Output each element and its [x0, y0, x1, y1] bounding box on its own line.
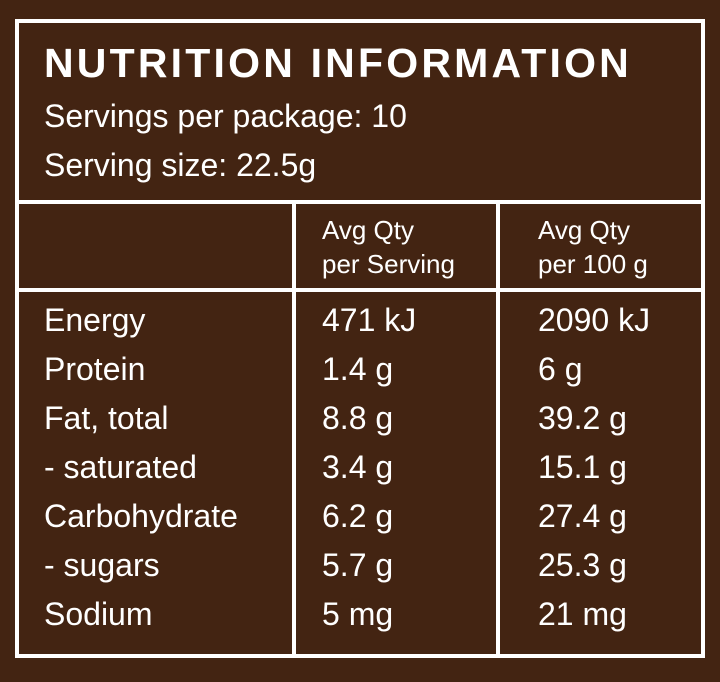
table-row: Protein 1.4 g 6 g	[19, 351, 701, 400]
table-row: Carbohydrate 6.2 g 27.4 g	[19, 498, 701, 547]
divider	[19, 200, 701, 204]
column-header-per-100g: Avg Qty per 100 g	[538, 213, 648, 281]
nutrient-name: Protein	[44, 351, 146, 387]
nutrient-name: Fat, total	[44, 400, 169, 436]
column-header-line: Avg Qty	[538, 215, 631, 245]
table-row: Energy 471 kJ 2090 kJ	[19, 302, 701, 351]
per-serving-value: 3.4 g	[322, 449, 394, 485]
divider	[19, 288, 701, 292]
table-row: Sodium 5 mg 21 mg	[19, 596, 701, 645]
panel-title: NUTRITION INFORMATION	[44, 40, 632, 86]
nutrient-name: - saturated	[44, 449, 197, 485]
column-divider	[292, 204, 296, 654]
column-header-line: Avg Qty	[322, 215, 415, 245]
nutrient-name: - sugars	[44, 547, 160, 583]
per-100g-value: 39.2 g	[538, 400, 627, 436]
column-header-line: per 100 g	[538, 249, 648, 279]
per-serving-value: 5.7 g	[322, 547, 394, 583]
per-serving-value: 471 kJ	[322, 302, 417, 338]
column-header-line: per Serving	[322, 249, 455, 279]
column-divider	[496, 204, 500, 654]
servings-per-package: Servings per package: 10	[44, 98, 407, 134]
column-header-per-serving: Avg Qty per Serving	[322, 213, 455, 281]
per-serving-value: 5 mg	[322, 596, 394, 632]
table-row: - saturated 3.4 g 15.1 g	[19, 449, 701, 498]
per-100g-value: 21 mg	[538, 596, 627, 632]
serving-size: Serving size: 22.5g	[44, 147, 317, 183]
nutrient-name: Sodium	[44, 596, 153, 632]
table-row: - sugars 5.7 g 25.3 g	[19, 547, 701, 596]
per-100g-value: 2090 kJ	[538, 302, 651, 338]
per-serving-value: 1.4 g	[322, 351, 394, 387]
panel-header: NUTRITION INFORMATION Servings per packa…	[19, 23, 701, 200]
per-100g-value: 6 g	[538, 351, 583, 387]
nutrition-panel: NUTRITION INFORMATION Servings per packa…	[15, 19, 705, 658]
per-100g-value: 15.1 g	[538, 449, 627, 485]
table-row: Fat, total 8.8 g 39.2 g	[19, 400, 701, 449]
nutrient-name: Energy	[44, 302, 146, 338]
per-serving-value: 8.8 g	[322, 400, 394, 436]
per-serving-value: 6.2 g	[322, 498, 394, 534]
per-100g-value: 25.3 g	[538, 547, 627, 583]
per-100g-value: 27.4 g	[538, 498, 627, 534]
nutrient-name: Carbohydrate	[44, 498, 238, 534]
